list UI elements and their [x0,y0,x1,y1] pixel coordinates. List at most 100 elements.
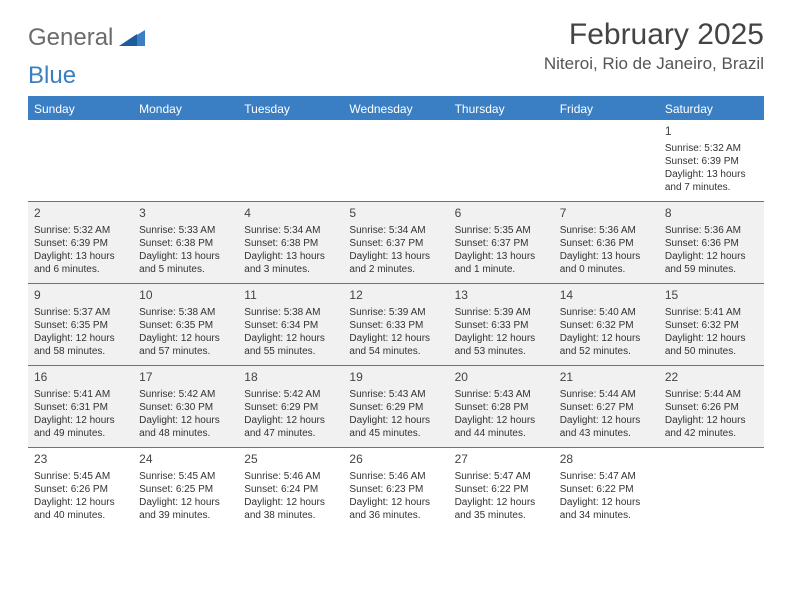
location-subtitle: Niteroi, Rio de Janeiro, Brazil [544,54,764,74]
day-cell: 14Sunrise: 5:40 AMSunset: 6:32 PMDayligh… [554,284,659,366]
daylight-text: and 0 minutes. [560,263,653,276]
daylight-text: and 42 minutes. [665,427,758,440]
weekday-mon: Monday [133,98,238,120]
daylight-text: Daylight: 12 hours [349,496,442,509]
calendar-week-row: 1Sunrise: 5:32 AMSunset: 6:39 PMDaylight… [28,120,764,202]
daylight-text: and 55 minutes. [244,345,337,358]
weekday-wed: Wednesday [343,98,448,120]
sunrise-text: Sunrise: 5:39 AM [455,306,548,319]
calendar-week-row: 16Sunrise: 5:41 AMSunset: 6:31 PMDayligh… [28,366,764,448]
sunset-text: Sunset: 6:38 PM [139,237,232,250]
day-number: 6 [455,206,548,222]
day-number: 21 [560,370,653,386]
daylight-text: and 3 minutes. [244,263,337,276]
day-cell: 21Sunrise: 5:44 AMSunset: 6:27 PMDayligh… [554,366,659,448]
day-cell: 28Sunrise: 5:47 AMSunset: 6:22 PMDayligh… [554,448,659,530]
sunrise-text: Sunrise: 5:42 AM [244,388,337,401]
sunrise-text: Sunrise: 5:44 AM [560,388,653,401]
day-number: 25 [244,452,337,468]
sunrise-text: Sunrise: 5:34 AM [349,224,442,237]
sunset-text: Sunset: 6:33 PM [349,319,442,332]
sunrise-text: Sunrise: 5:34 AM [244,224,337,237]
empty-day-cell [238,120,343,202]
day-cell: 18Sunrise: 5:42 AMSunset: 6:29 PMDayligh… [238,366,343,448]
daylight-text: Daylight: 12 hours [139,496,232,509]
sunrise-text: Sunrise: 5:37 AM [34,306,127,319]
month-title: February 2025 [544,18,764,52]
day-number: 1 [665,124,758,140]
empty-day-cell [28,120,133,202]
day-cell: 3Sunrise: 5:33 AMSunset: 6:38 PMDaylight… [133,202,238,284]
day-cell: 16Sunrise: 5:41 AMSunset: 6:31 PMDayligh… [28,366,133,448]
day-number: 4 [244,206,337,222]
daylight-text: and 49 minutes. [34,427,127,440]
empty-day-cell [449,120,554,202]
sunset-text: Sunset: 6:36 PM [560,237,653,250]
daylight-text: Daylight: 12 hours [139,414,232,427]
daylight-text: Daylight: 12 hours [34,496,127,509]
day-number: 8 [665,206,758,222]
weekday-tue: Tuesday [238,98,343,120]
sunrise-text: Sunrise: 5:47 AM [455,470,548,483]
daylight-text: and 50 minutes. [665,345,758,358]
daylight-text: Daylight: 12 hours [34,414,127,427]
daylight-text: and 53 minutes. [455,345,548,358]
daylight-text: Daylight: 12 hours [560,496,653,509]
daylight-text: and 43 minutes. [560,427,653,440]
empty-day-cell [343,120,448,202]
calendar-page: General February 2025 Niteroi, Rio de Ja… [0,0,792,540]
title-block: February 2025 Niteroi, Rio de Janeiro, B… [544,18,764,74]
daylight-text: and 54 minutes. [349,345,442,358]
daylight-text: Daylight: 13 hours [560,250,653,263]
sunset-text: Sunset: 6:29 PM [244,401,337,414]
daylight-text: and 35 minutes. [455,509,548,522]
sunrise-text: Sunrise: 5:46 AM [349,470,442,483]
day-number: 10 [139,288,232,304]
logo-text-general: General [28,24,113,52]
daylight-text: Daylight: 12 hours [455,496,548,509]
daylight-text: Daylight: 12 hours [244,414,337,427]
sunrise-text: Sunrise: 5:41 AM [665,306,758,319]
sunrise-text: Sunrise: 5:44 AM [665,388,758,401]
sunset-text: Sunset: 6:26 PM [665,401,758,414]
day-number: 27 [455,452,548,468]
daylight-text: and 39 minutes. [139,509,232,522]
daylight-text: Daylight: 13 hours [244,250,337,263]
day-number: 24 [139,452,232,468]
day-cell: 27 Sunrise: 5:47 AMSunset: 6:22 PMDayligh… [449,448,554,530]
sunset-text: Sunset: 6:31 PM [34,401,127,414]
day-number: 19 [349,370,442,386]
sunset-text: Sunset: 6:38 PM [244,237,337,250]
daylight-text: and 52 minutes. [560,345,653,358]
sunrise-text: Sunrise: 5:43 AM [455,388,548,401]
sunset-text: Sunset: 6:33 PM [455,319,548,332]
calendar-week-row: 23Sunrise: 5:45 AMSunset: 6:26 PMDayligh… [28,448,764,530]
daylight-text: Daylight: 12 hours [349,414,442,427]
sunset-text: Sunset: 6:26 PM [34,483,127,496]
day-cell: 11Sunrise: 5:38 AMSunset: 6:34 PMDayligh… [238,284,343,366]
daylight-text: and 2 minutes. [349,263,442,276]
daylight-text: and 36 minutes. [349,509,442,522]
daylight-text: and 47 minutes. [244,427,337,440]
day-cell: 24Sunrise: 5:45 AMSunset: 6:25 PMDayligh… [133,448,238,530]
sunrise-text: Sunrise: 5:35 AM [455,224,548,237]
weekday-sat: Saturday [659,98,764,120]
day-number: 3 [139,206,232,222]
weekday-fri: Friday [554,98,659,120]
day-cell: 7Sunrise: 5:36 AMSunset: 6:36 PMDaylight… [554,202,659,284]
sunset-text: Sunset: 6:22 PM [455,483,548,496]
day-cell: 19Sunrise: 5:43 AMSunset: 6:29 PMDayligh… [343,366,448,448]
sunset-text: Sunset: 6:32 PM [560,319,653,332]
daylight-text: and 44 minutes. [455,427,548,440]
daylight-text: and 5 minutes. [139,263,232,276]
weekday-thu: Thursday [449,98,554,120]
sunrise-text: Sunrise: 5:43 AM [349,388,442,401]
sunrise-text: Sunrise: 5:39 AM [349,306,442,319]
day-cell: 20Sunrise: 5:43 AMSunset: 6:28 PMDayligh… [449,366,554,448]
daylight-text: Daylight: 12 hours [455,414,548,427]
sunrise-text: Sunrise: 5:32 AM [34,224,127,237]
daylight-text: Daylight: 12 hours [560,332,653,345]
sunset-text: Sunset: 6:28 PM [455,401,548,414]
daylight-text: Daylight: 12 hours [455,332,548,345]
daylight-text: and 57 minutes. [139,345,232,358]
